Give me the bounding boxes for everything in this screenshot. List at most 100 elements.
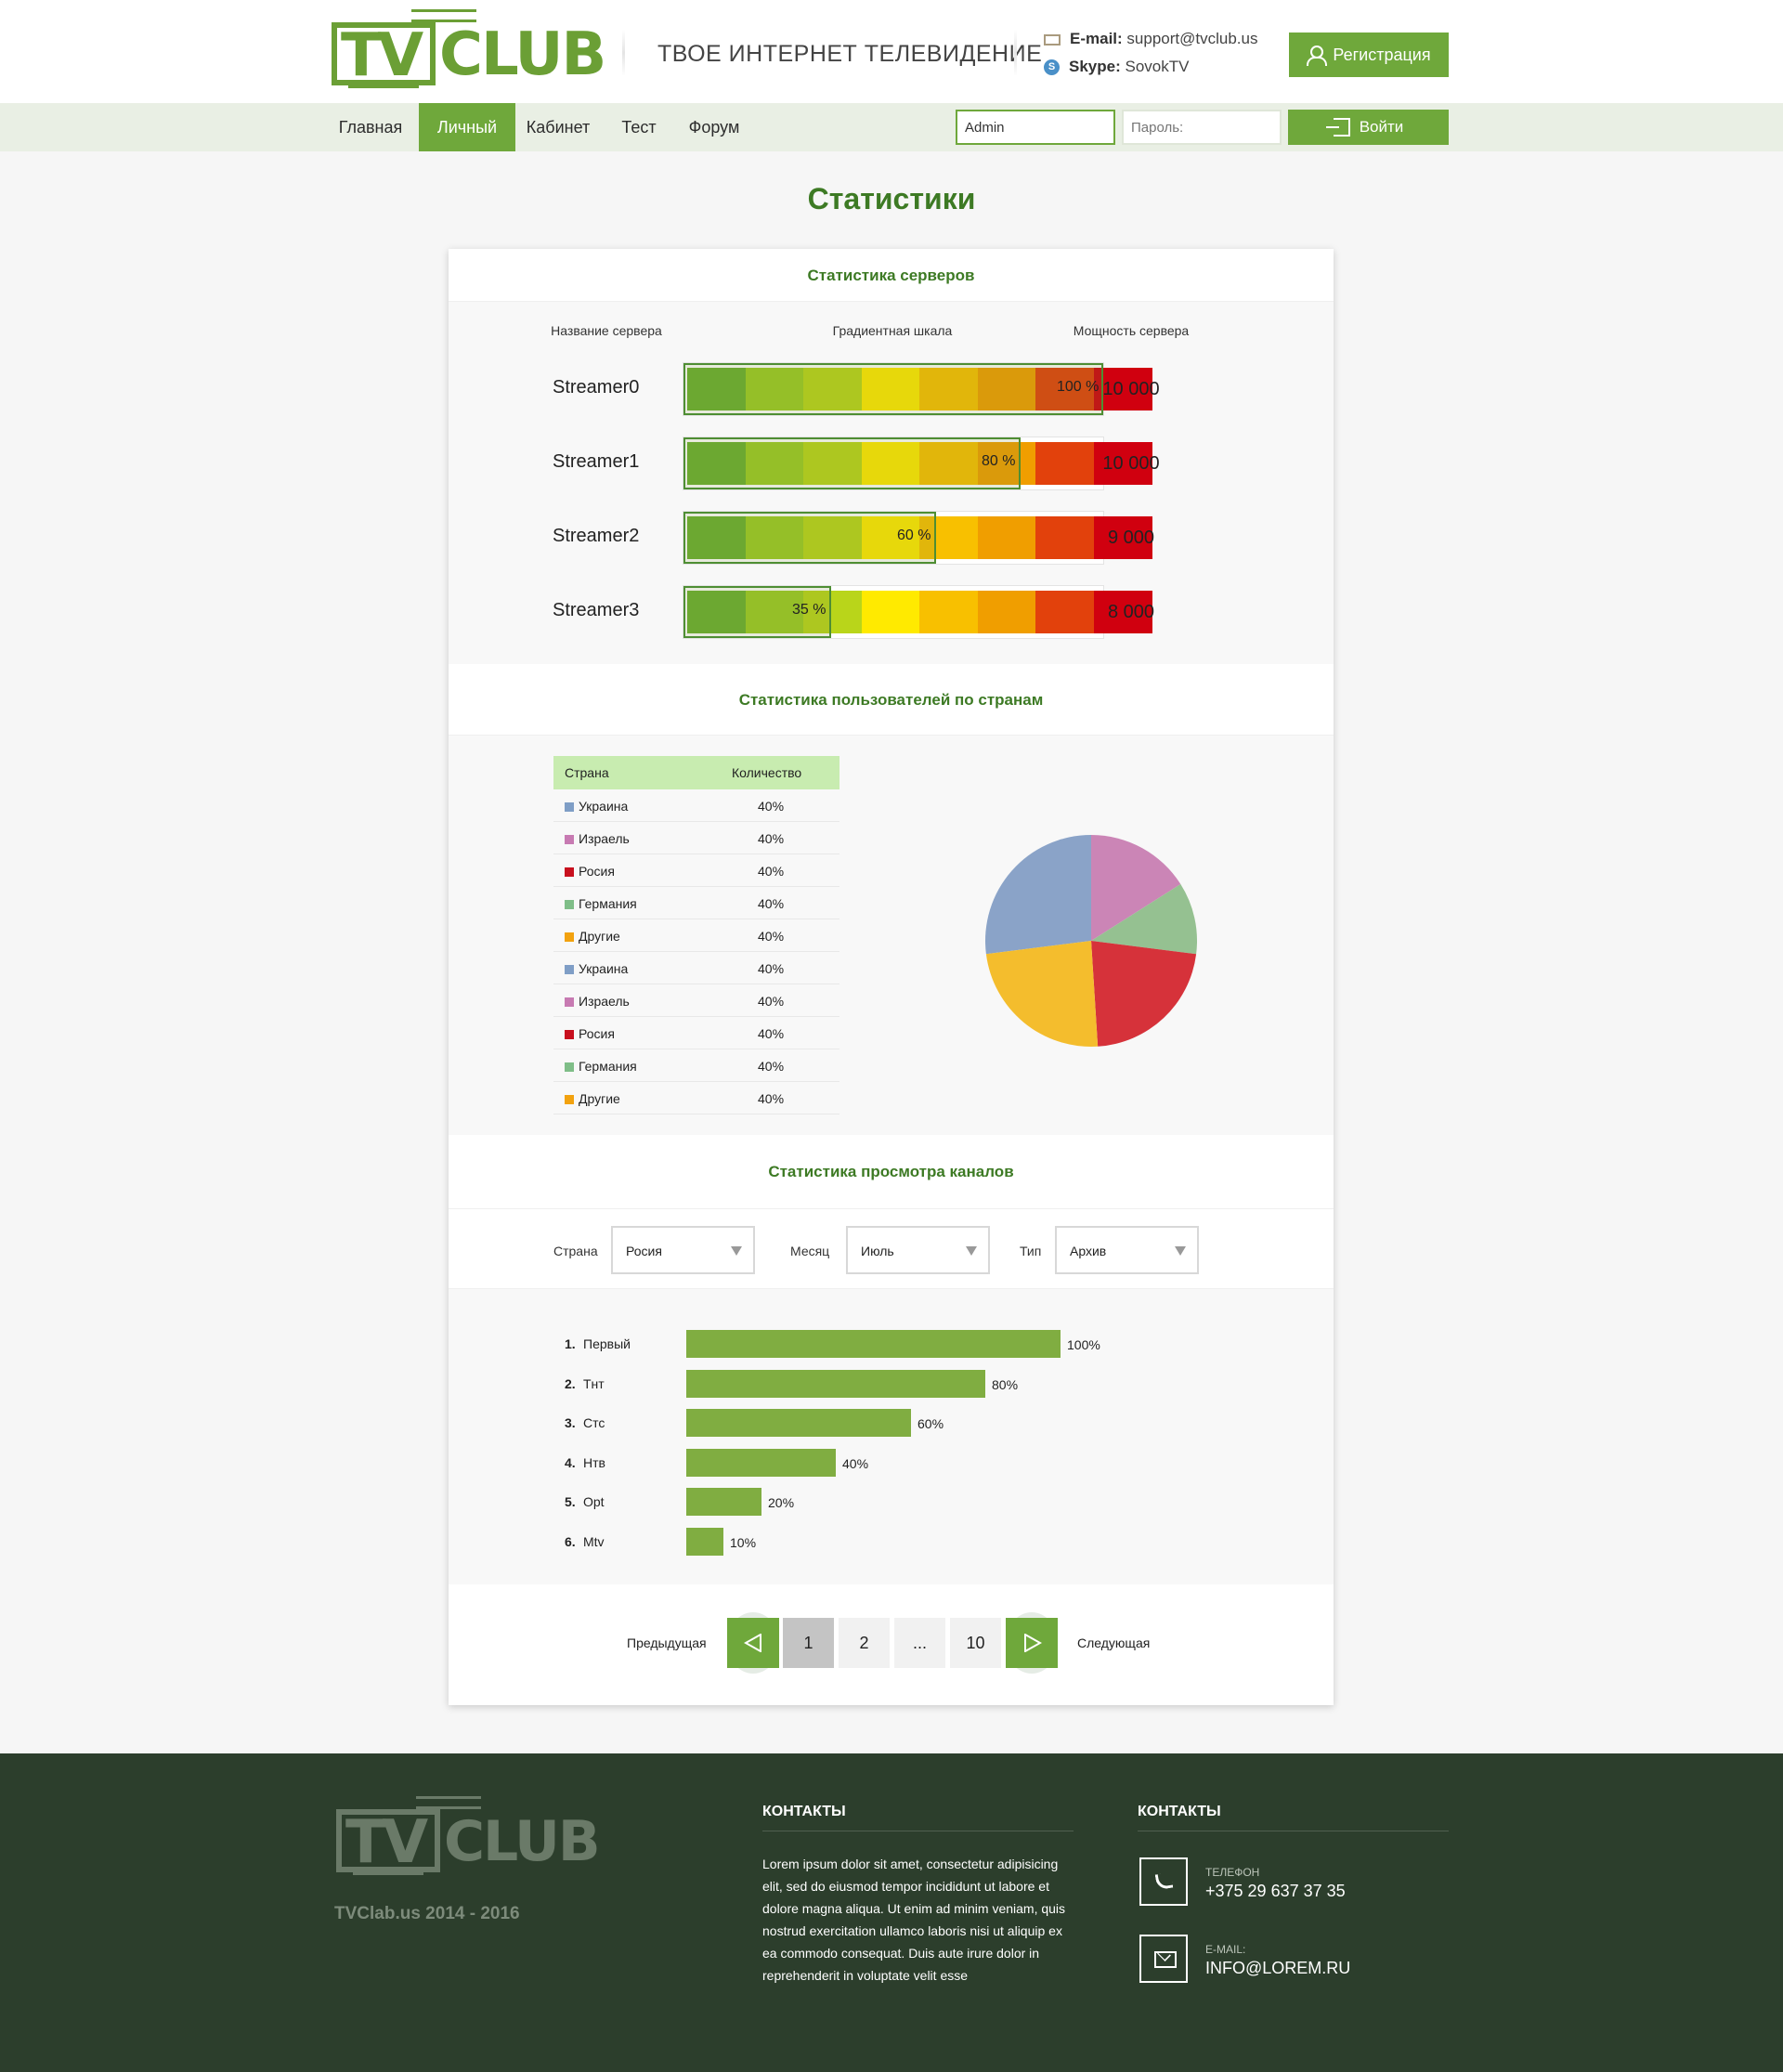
page-ellipsis: ... [894,1618,945,1668]
color-swatch [565,965,574,974]
skype-value[interactable]: SovokTV [1125,58,1190,75]
nav-item-home[interactable]: Главная [338,118,403,137]
gauge-segment [977,368,1036,410]
login-button-label: Войти [1359,118,1404,136]
table-row: Германия 40% [553,887,839,919]
gauge-segment [861,368,920,410]
divider [622,30,625,76]
register-button[interactable]: Регистрация [1289,33,1449,77]
filter-country-label: Страна [553,1244,598,1258]
channels-section-title: Статистика просмотра каналов [449,1135,1334,1209]
gauge-segment [861,591,920,633]
country-name: Украина [579,961,629,976]
country-name: Росия [579,864,615,879]
servers-section-title: Статистика серверов [449,249,1334,302]
server-gauge: 60 % [683,511,1152,565]
nav-item-personal[interactable]: Личный [419,103,515,151]
mail-icon [1044,33,1061,46]
main-nav: Главная Личный Кабинет Тест Форум Войти [0,103,1783,151]
gauge-segment [1035,591,1094,633]
page-2[interactable]: 2 [839,1618,890,1668]
color-swatch [565,932,574,942]
channel-row: 4. Нтв 40% [449,1448,1334,1477]
country-value: 40% [758,799,785,814]
gauge-fill [683,512,936,564]
filter-country-select[interactable]: Росия [611,1226,755,1274]
gauge-segment [977,442,1036,485]
gauge-segment [861,516,920,559]
pie-slice-4 [1091,941,1197,1047]
gauge-segment [745,442,804,485]
gauge-segment [1035,516,1094,559]
table-row: Росия 40% [553,1017,839,1049]
gauge-segment [919,368,978,410]
email-value[interactable]: INFO@LOREM.RU [1205,1959,1351,1977]
channel-name: Нтв [583,1454,605,1470]
register-label: Регистрация [1333,45,1431,64]
filter-type-select[interactable]: Архив [1055,1226,1199,1274]
pie-slice-3 [1091,883,1197,955]
gauge-segment [687,442,746,485]
gauge-segment [861,442,920,485]
gauge-segment [745,368,804,410]
country-value: 40% [758,929,785,944]
channel-name: Mtv [583,1534,605,1549]
nav-item-test[interactable]: Тест [621,118,657,137]
filter-type-value: Архив [1070,1244,1107,1258]
header-email: E-mail: support@tvclub.us [1044,30,1257,48]
login-button[interactable]: Войти [1288,110,1449,145]
email-label: E-MAIL: [1205,1943,1246,1956]
footer-col1-title: КОНТАКТЫ [762,1804,846,1819]
channel-row: 5. Opt 20% [449,1488,1334,1517]
color-swatch [565,835,574,844]
page-1[interactable]: 1 [783,1618,834,1668]
channel-value-label: 100% [1067,1337,1100,1352]
gauge-segment [745,516,804,559]
page-10[interactable]: 10 [950,1618,1001,1668]
gauge-segment [803,516,862,559]
email-label: E-mail: [1070,30,1123,47]
channel-rank: 5. [565,1494,576,1510]
gauge-segment [803,368,862,410]
channel-row: 3. Стс 60% [449,1409,1334,1438]
country-rows: Украина 40% Израель 40% Росия 40% Германия 40% Д… [553,789,839,1114]
country-name: Украина [579,799,629,814]
color-swatch [565,997,574,1007]
gauge-segment [1035,442,1094,485]
pagination-prev-text[interactable]: Предыдущая [627,1635,707,1650]
chevron-right-icon [1024,1634,1042,1652]
header: TV CLUB ТВОЕ ИНТЕРНЕТ ТЕЛЕВИДЕНИЕ E-mail… [0,0,1783,103]
channel-bar [686,1409,911,1438]
pagination-next-button[interactable] [1006,1612,1058,1674]
pagination-next-text[interactable]: Следующая [1077,1635,1151,1650]
pie-slice-2 [1091,835,1181,941]
pagination-prev-button[interactable] [727,1612,779,1674]
mail-icon [1139,1935,1188,1983]
gauge-percent-label: 100 % [1057,379,1100,395]
server-power: 10 000 [1102,379,1160,399]
phone-value[interactable]: +375 29 637 37 35 [1205,1882,1346,1900]
button-bg [727,1618,779,1668]
table-row: Другие 40% [553,1082,839,1114]
color-swatch [565,1030,574,1039]
email-value[interactable]: support@tvclub.us [1126,30,1258,47]
gauge-segment [1093,591,1152,633]
gauge-segment [1093,516,1152,559]
countries-section-title: Статистика пользователей по странам [449,664,1334,736]
country-value: 40% [758,1026,785,1041]
filter-month-select[interactable]: Июль [846,1226,990,1274]
logo-tv-frame: TV [336,1809,440,1874]
footer-logo[interactable]: TV CLUB [334,1796,601,1880]
country-value: 40% [758,831,785,846]
nav-item-forum[interactable]: Форум [688,118,740,137]
login-input[interactable] [956,110,1115,145]
gauge-fill [683,586,831,638]
logo[interactable]: TV CLUB [330,9,606,89]
slogan: ТВОЕ ИНТЕРНЕТ ТЕЛЕВИДЕНИЕ [657,41,1043,67]
password-input[interactable] [1122,110,1282,145]
pie-slice-1 [985,835,1091,955]
nav-item-cabinet[interactable]: Кабинет [526,118,591,137]
country-value: 40% [758,1059,785,1074]
color-swatch [565,867,574,877]
table-row: Германия 40% [553,1049,839,1082]
